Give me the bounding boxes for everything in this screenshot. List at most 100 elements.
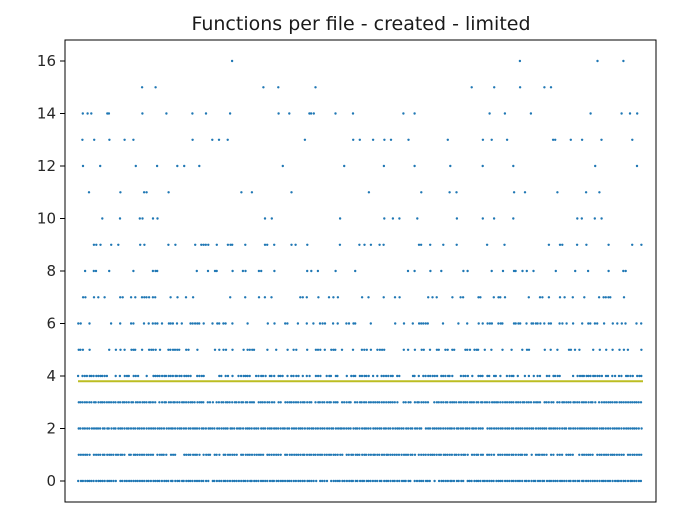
scatter-point <box>382 401 386 404</box>
scatter-point <box>629 427 632 430</box>
scatter-point <box>406 348 410 351</box>
scatter-point <box>134 348 137 351</box>
scatter-point <box>336 453 339 456</box>
scatter-point <box>637 453 641 456</box>
scatter-point <box>191 138 194 141</box>
scatter-point <box>237 374 240 378</box>
scatter-point <box>303 138 307 141</box>
scatter-point <box>286 348 289 351</box>
scatter-point <box>229 243 232 246</box>
scatter-point <box>358 479 362 483</box>
scatter-point <box>635 322 638 325</box>
scatter-point <box>382 164 386 168</box>
scatter-point <box>358 243 361 246</box>
scatter-point <box>363 453 366 456</box>
scatter-point <box>310 427 313 430</box>
scatter-point <box>231 453 234 456</box>
scatter-point <box>218 479 221 483</box>
scatter-point <box>228 479 232 483</box>
scatter-point <box>422 401 425 404</box>
scatter-point <box>142 322 146 325</box>
scatter-point <box>134 427 137 430</box>
scatter-point <box>86 112 89 115</box>
scatter-point <box>286 322 289 325</box>
scatter-point <box>389 401 392 404</box>
scatter-point <box>250 453 254 456</box>
scatter-point <box>543 86 546 89</box>
scatter-point <box>477 401 480 404</box>
scatter-point <box>296 322 300 325</box>
scatter-point <box>180 401 184 404</box>
scatter-point <box>103 401 106 404</box>
scatter-point <box>196 374 199 378</box>
scatter-point <box>503 453 507 456</box>
scatter-point <box>176 164 179 168</box>
scatter-point <box>321 479 324 483</box>
scatter-point <box>217 138 221 141</box>
scatter-point <box>321 427 324 430</box>
scatter-point <box>310 479 313 483</box>
scatter-point <box>360 427 364 430</box>
scatter-point <box>455 217 459 220</box>
scatter-point <box>617 374 621 378</box>
scatter-point <box>290 243 293 246</box>
scatter-point <box>582 427 586 430</box>
scatter-point <box>226 453 230 456</box>
scatter-point <box>329 453 333 456</box>
scatter-point <box>477 427 480 430</box>
scatter-point <box>356 427 359 430</box>
scatter-point <box>332 401 335 404</box>
scatter-point <box>415 479 419 483</box>
scatter-point <box>154 374 157 378</box>
scatter-point <box>343 164 346 168</box>
scatter-point <box>117 427 120 430</box>
scatter-point <box>395 453 398 456</box>
scatter-point <box>273 243 276 246</box>
scatter-point <box>629 374 632 378</box>
scatter-point <box>119 479 122 483</box>
scatter-point <box>81 164 85 168</box>
scatter-point <box>378 453 381 456</box>
scatter-point <box>613 401 617 404</box>
scatter-point <box>230 427 234 430</box>
scatter-point <box>347 322 351 325</box>
scatter-point <box>578 348 581 351</box>
scatter-point <box>426 427 430 430</box>
scatter-point <box>312 112 315 115</box>
scatter-point <box>558 401 561 404</box>
scatter-point <box>193 479 197 483</box>
scatter-point <box>119 348 122 351</box>
scatter-point <box>143 479 146 483</box>
scatter-point <box>429 243 432 246</box>
scatter-point <box>187 427 190 430</box>
scatter-point <box>127 401 130 404</box>
scatter-point <box>521 269 524 273</box>
scatter-point <box>450 479 453 483</box>
scatter-point <box>354 269 357 273</box>
scatter-point <box>314 374 318 378</box>
scatter-point <box>558 479 562 483</box>
scatter-point <box>229 296 232 299</box>
scatter-point <box>547 322 550 325</box>
scatter-point <box>402 479 406 483</box>
scatter-point <box>185 348 188 351</box>
scatter-point <box>151 453 155 456</box>
scatter-point <box>257 479 260 483</box>
scatter-point <box>449 164 452 168</box>
scatter-point <box>334 348 337 351</box>
scatter-point <box>99 243 102 246</box>
scatter-point <box>613 479 617 483</box>
scatter-point <box>160 453 164 456</box>
scatter-point <box>398 296 401 299</box>
scatter-point <box>527 296 530 299</box>
scatter-point <box>518 59 522 63</box>
scatter-point <box>253 427 256 430</box>
scatter-point <box>121 479 124 483</box>
scatter-point <box>253 479 256 483</box>
scatter-point <box>162 453 165 456</box>
scatter-point <box>106 479 109 483</box>
scatter-point <box>316 269 320 273</box>
scatter-point <box>541 427 544 430</box>
scatter-point <box>565 453 568 456</box>
scatter-point <box>195 453 199 456</box>
